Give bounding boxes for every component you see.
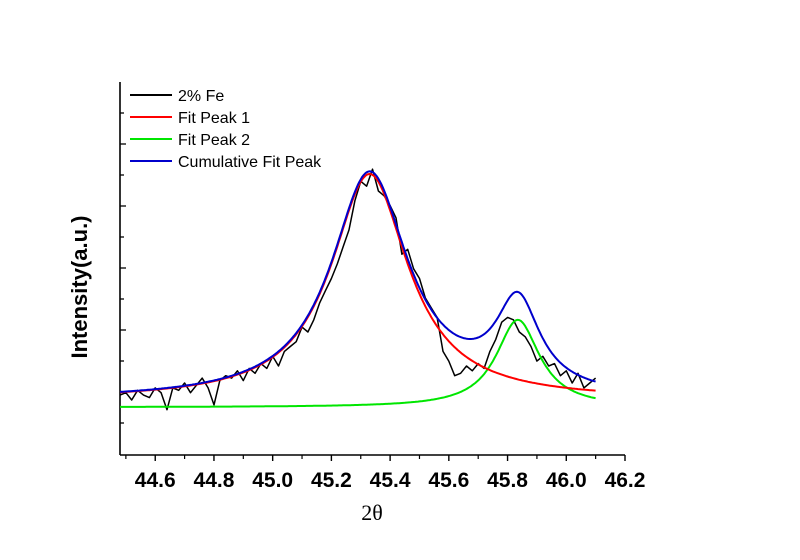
legend-label: 2% Fe — [178, 88, 224, 105]
legend-label: Cumulative Fit Peak — [178, 154, 322, 171]
x-tick-label: 46.0 — [546, 469, 587, 492]
x-tick-label: 45.8 — [487, 469, 528, 492]
x-tick-label: 45.2 — [311, 469, 352, 492]
legend-label: Fit Peak 2 — [178, 132, 250, 149]
x-tick-label: 44.6 — [135, 469, 176, 492]
series-fit-peak-1-line — [119, 173, 596, 394]
x-axis-label: 2θ — [361, 500, 383, 525]
x-tick-label: 45.0 — [252, 469, 293, 492]
x-axis-ticks: 44.6 44.8 45.0 45.2 45.4 45.6 45.8 46.0 46.2 — [125, 455, 646, 492]
x-tick-label: 44.8 — [194, 469, 235, 492]
x-tick-label: 45.4 — [370, 469, 411, 492]
series-fit-peak-2-line — [120, 318, 596, 408]
y-axis-ticks — [120, 112, 126, 424]
x-tick-label: 45.6 — [428, 469, 469, 492]
series-cumulative-fit-line — [119, 170, 596, 393]
series-layer — [119, 168, 597, 411]
legend-label: Fit Peak 1 — [178, 110, 250, 127]
x-tick-label: 46.2 — [605, 469, 646, 492]
series-2pct-fe-line — [119, 168, 597, 411]
y-axis-label: Intensity(a.u.) — [67, 215, 92, 358]
legend: 2% Fe Fit Peak 1 Fit Peak 2 Cumulative Fit … — [130, 88, 322, 171]
